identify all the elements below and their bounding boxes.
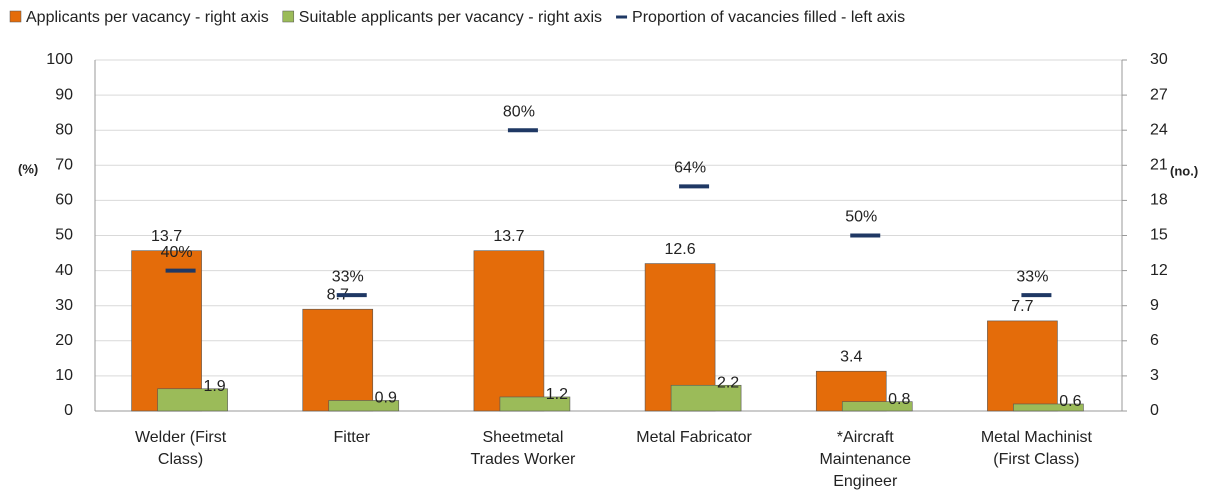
y-tick-label: 70: [55, 157, 73, 174]
data-label: 64%: [674, 160, 706, 177]
data-label: 50%: [845, 209, 877, 226]
bar: [841, 401, 913, 412]
data-label: 7.7: [1011, 298, 1033, 315]
y-tick-label: 90: [55, 86, 73, 103]
legend-label: Suitable applicants per vacancy - right …: [299, 9, 602, 26]
data-label: 33%: [1016, 268, 1048, 285]
y2-tick-label: 6: [1150, 332, 1159, 349]
data-label: 0.8: [888, 391, 910, 408]
bar: [987, 320, 1058, 412]
data-label: 40%: [161, 244, 193, 261]
data-label: 80%: [503, 103, 535, 120]
x-tick-label: Metal Fabricator: [636, 429, 752, 446]
x-tick-label: Welder (First Class): [135, 429, 227, 468]
legend-swatch: [282, 10, 295, 23]
x-tick-label: *Aircraft Maintenance Engineer: [819, 429, 911, 490]
x-tick-label: Metal Machinist (First Class): [981, 429, 1093, 468]
legend-swatch: [9, 10, 22, 23]
x-tick-label: Fitter: [334, 429, 371, 446]
y2-tick-label: 9: [1150, 297, 1159, 314]
data-label: 1.9: [203, 378, 225, 395]
data-label: 1.2: [546, 386, 568, 403]
legend-label: Proportion of vacancies filled - left ax…: [632, 9, 905, 26]
y-tick-label: 0: [64, 402, 73, 419]
y2-tick-label: 12: [1150, 262, 1168, 279]
y2-tick-label: 21: [1150, 157, 1168, 174]
bar: [328, 400, 400, 412]
y-tick-label: 50: [55, 227, 73, 244]
y-tick-label: 20: [55, 332, 73, 349]
data-label: 3.4: [840, 348, 862, 365]
y-axis-label: (%): [18, 161, 38, 176]
y2-tick-label: 27: [1150, 86, 1168, 103]
data-label: 2.2: [717, 374, 739, 391]
bar: [131, 250, 202, 412]
y-tick-label: 30: [55, 297, 73, 314]
y-tick-label: 80: [55, 121, 73, 138]
data-label: 12.6: [665, 241, 696, 258]
y-tick-label: 100: [46, 51, 73, 68]
y2-tick-label: 24: [1150, 121, 1168, 138]
data-label: 33%: [332, 268, 364, 285]
y2-tick-label: 18: [1150, 192, 1168, 209]
y-tick-label: 40: [55, 262, 73, 279]
legend-label: Applicants per vacancy - right axis: [26, 9, 269, 26]
bar: [670, 384, 742, 412]
data-label: 0.6: [1059, 393, 1081, 410]
y2-axis-label: (no.): [1170, 163, 1198, 178]
y2-tick-label: 30: [1150, 51, 1168, 68]
bar: [302, 308, 374, 412]
bar: [499, 396, 571, 412]
bar: [1013, 403, 1084, 412]
bar: [473, 250, 545, 412]
bar: [157, 388, 228, 412]
data-label: 0.9: [375, 390, 397, 407]
y-tick-label: 60: [55, 192, 73, 209]
data-label: 13.7: [493, 228, 524, 245]
x-tick-label: Sheetmetal Trades Worker: [470, 429, 576, 468]
y2-tick-label: 15: [1150, 227, 1168, 244]
data-label: 13.7: [151, 228, 182, 245]
y2-tick-label: 0: [1150, 402, 1159, 419]
y-tick-label: 10: [55, 367, 73, 384]
y2-tick-label: 3: [1150, 367, 1159, 384]
